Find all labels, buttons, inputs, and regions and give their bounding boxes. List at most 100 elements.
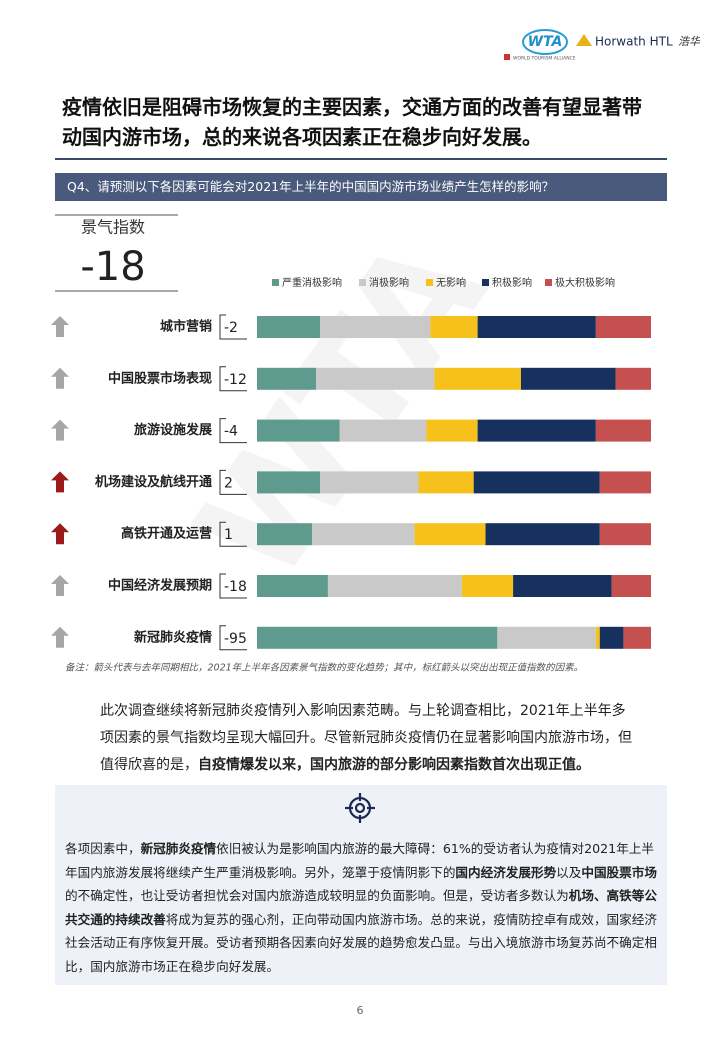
index-bracket [219, 469, 247, 495]
summary-text: 各项因素中，新冠肺炎疫情依旧被认为是影响国内旅游的最大障碍：61%的受访者认为疫… [65, 837, 660, 978]
index-label: -2 [224, 320, 238, 336]
bar-segment [461, 575, 514, 597]
bar-segment [320, 471, 419, 494]
index-label: -18 [224, 579, 247, 595]
index-bracket [219, 573, 247, 599]
category-label: 中国股票市场表现 [108, 370, 212, 386]
bar-segment [320, 316, 431, 338]
bar-segment [339, 419, 427, 442]
bar-segment [611, 575, 651, 597]
wta-ring [522, 29, 568, 55]
index-label: -95 [224, 631, 247, 647]
trend-arrow [51, 471, 69, 493]
wta-sub: WORLD TOURISM ALLIANCE [513, 56, 576, 62]
bar-segment [257, 316, 321, 338]
legend-swatch [545, 279, 552, 286]
bar-segment [257, 575, 328, 597]
page-number: 6 [356, 1004, 364, 1017]
bar-segment [599, 626, 624, 649]
bar-segment [418, 471, 474, 494]
bar-segment [316, 367, 435, 390]
summary-box [55, 785, 667, 985]
bar-segment [257, 419, 340, 442]
index-label: 2 [224, 475, 233, 491]
bar-segment [477, 316, 596, 338]
title-line: 疫情依旧是阻碍市场恢复的主要因素，交通方面的改善有望显著带 [62, 95, 642, 119]
bar-segment [595, 626, 600, 649]
page-title: 疫情依旧是阻碍市场恢复的主要因素，交通方面的改善有望显著带 动国内游市场，总的来… [62, 92, 672, 152]
title-line: 动国内游市场，总的来说各项因素正在稳步向好发展。 [62, 125, 542, 149]
title-rule [55, 158, 667, 160]
bold-text: 新冠肺炎疫情 [140, 841, 217, 856]
wta-mark [504, 54, 510, 60]
bold-text: 机场、高铁等公共交通的持续改善 [65, 888, 657, 927]
trend-arrow [51, 626, 69, 648]
bold-text: 中国股票市场 [581, 864, 657, 880]
trend-arrow [51, 419, 69, 441]
text-run: 依旧被认为是影响国内旅游的最大障碍：61%的受访者认为疫情对2021年上半年国内… [65, 841, 654, 880]
text-run: 以及 [556, 864, 582, 880]
bar-segment [623, 626, 651, 649]
bar-segment [414, 523, 486, 546]
text-run: 各项因素中， [65, 841, 141, 856]
chart: WTA 景气指数 -18 备注：箭头代表与去年同期相比，2021年上半年各因素景… [51, 207, 651, 674]
target-icon-svg [345, 793, 375, 823]
index-title: 景气指数 [81, 218, 145, 237]
trend-arrow [51, 523, 69, 545]
chart-note: 备注：箭头代表与去年同期相比，2021年上半年各因素景气指数的变化趋势；其中，标… [65, 662, 583, 674]
text-run: 将成为复苏的强心剂，正向带动国内旅游市场。总的来说，疫情防控卓有成效，国家经济社… [65, 911, 657, 974]
legend-swatch [426, 279, 433, 286]
watermark: WTA [164, 207, 520, 612]
logo-svg: WTA WORLD TOURISM ALLIANCE Horwath HTL 浩… [504, 29, 702, 62]
index-bracket [219, 521, 247, 547]
bar-segment [497, 626, 596, 649]
bar-segment [513, 575, 612, 597]
bar-segment [257, 471, 321, 494]
category-label: 高铁开通及运营 [121, 526, 212, 542]
trend-arrow [51, 575, 69, 596]
legend-swatch [359, 279, 366, 286]
category-label: 新冠肺炎疫情 [134, 629, 212, 645]
bar-segment [257, 626, 498, 649]
wta-logo: WTA [528, 34, 563, 50]
index-label: 1 [224, 527, 233, 543]
bar-segment [257, 367, 317, 390]
bold-text: 国内经济发展形势 [455, 864, 557, 880]
bar-segment [477, 419, 596, 442]
trend-arrow [51, 316, 69, 337]
header-logos: WTA WORLD TOURISM ALLIANCE Horwath HTL 浩… [500, 18, 702, 68]
category-label: 旅游设施发展 [134, 422, 213, 438]
horwath-logo: Horwath HTL [595, 35, 673, 49]
bar-segment [426, 419, 478, 442]
legend-label: 严重消极影响 [282, 276, 342, 289]
legend-label: 无影响 [436, 276, 466, 289]
category-label: 机场建设及航线开通 [95, 474, 212, 490]
text-run: 的不确定性，也让受访者担忧会对国内旅游造成较明显的负面影响。但是，受访者多数认为 [65, 888, 569, 903]
paragraph: 此次调查继续将新冠肺炎疫情列入影响因素范畴。与上轮调查相比，2021年上半年多项… [100, 698, 635, 779]
bold-text: 自疫情爆发以来，国内旅游的部分影响因素指数首次出现正值。 [198, 757, 590, 773]
legend-label: 消极影响 [369, 276, 409, 289]
index-bracket [219, 314, 247, 340]
bar-segment [257, 523, 313, 546]
index-label: -4 [224, 424, 238, 440]
bar-segment [520, 367, 616, 390]
horwath-cn: 浩华 [678, 35, 700, 48]
legend-label: 极大积极影响 [555, 276, 615, 289]
bar-segment [485, 523, 600, 546]
horwath-mark [576, 34, 592, 46]
index-bracket [219, 366, 247, 392]
bar-segment [599, 471, 651, 494]
text-run: 此次调查继续将新冠肺炎疫情列入影响因素范畴。与上轮调查相比，2021年上半年多项… [100, 703, 632, 773]
category-label: 城市营销 [160, 319, 212, 335]
bar-segment [312, 523, 415, 546]
legend-swatch [272, 279, 279, 286]
bar-segment [615, 367, 651, 390]
category-label: 中国经济发展预期 [108, 578, 212, 594]
index-bracket [219, 418, 247, 444]
index-bracket [219, 625, 247, 651]
question-bar: Q4、请预测以下各因素可能会对2021年上半年的中国国内游市场业绩产生怎样的影响… [55, 173, 667, 201]
target-icon [345, 793, 375, 823]
bar-segment [599, 523, 651, 546]
legend-label: 积极影响 [492, 276, 532, 289]
